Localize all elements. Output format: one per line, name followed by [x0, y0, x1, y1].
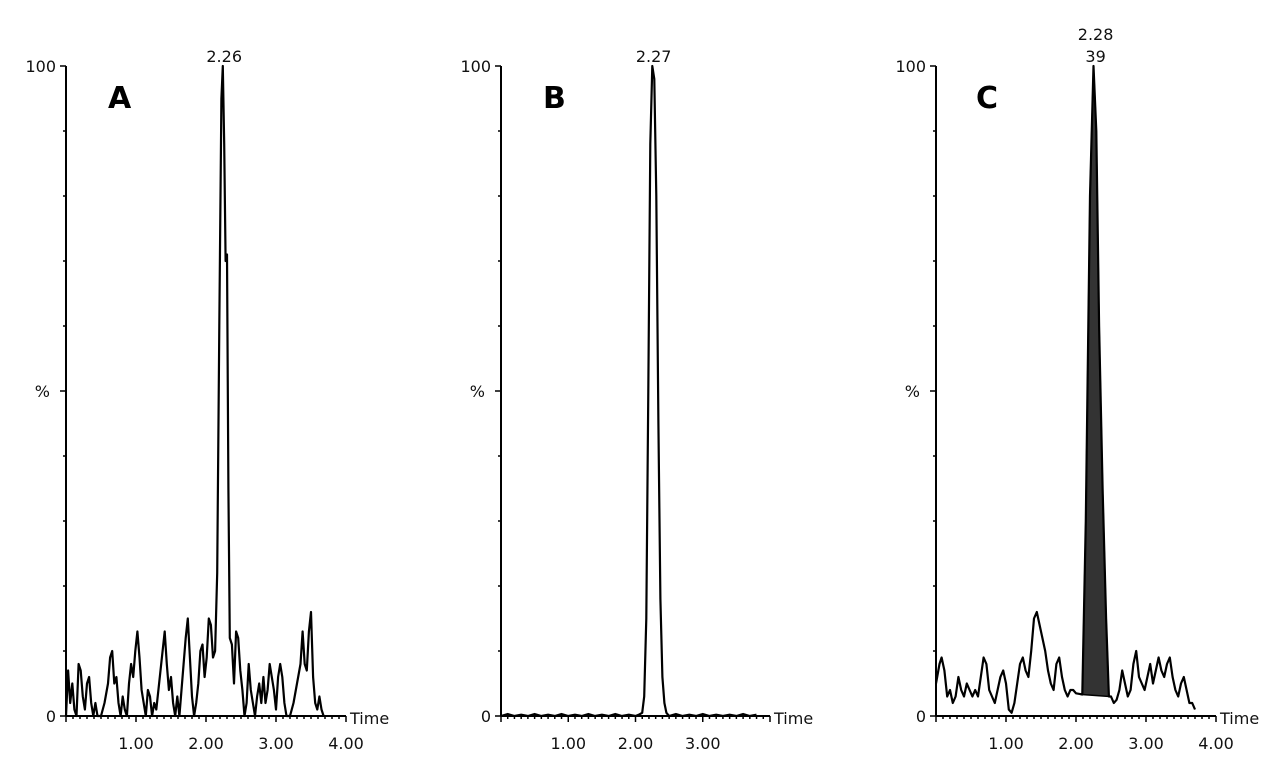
x-tick-label: 1.00	[988, 734, 1024, 753]
y-tick-label: 100	[460, 57, 491, 76]
x-axis-label: Time	[1219, 709, 1259, 728]
x-tick-label: 4.00	[328, 734, 364, 753]
x-tick-label: 2.00	[188, 734, 224, 753]
y-tick-label: 100	[25, 57, 56, 76]
chromatogram-panel-c: 0 100% 1.00 2.00 3.00 4.00 Time C 2.28 39	[895, 25, 1259, 753]
x-axis-label: Time	[773, 709, 813, 728]
x-tick-label: 3.00	[685, 734, 721, 753]
x-tick-label: 3.00	[258, 734, 294, 753]
peak-label: 2.27	[636, 47, 672, 66]
panel-letter: B	[543, 81, 566, 116]
chromatogram-panel-b: 0 100% 1.00 2.00 3.00 Time B 2.27	[460, 47, 813, 753]
x-tick-label: 3.00	[1128, 734, 1164, 753]
x-tick-label: 2.00	[1058, 734, 1094, 753]
x-tick-label: 1.00	[550, 734, 586, 753]
y-axis-label: %	[905, 382, 920, 401]
panel-letter: C	[976, 81, 998, 116]
x-tick-label: 1.00	[118, 734, 154, 753]
y-tick-label: 100	[895, 57, 926, 76]
panel-letter: A	[108, 81, 132, 116]
chromatogram-panel-a: 0 100% 1.00 2.00 3.00 4.00 Time A 2.26	[25, 47, 389, 753]
y-tick-label: 0	[481, 707, 491, 726]
x-tick-label: 2.00	[618, 734, 654, 753]
peak-label: 39	[1085, 47, 1105, 66]
y-axis-label: %	[35, 382, 50, 401]
peak-label: 2.26	[206, 47, 242, 66]
y-tick-label: 0	[46, 707, 56, 726]
y-tick-label: 0	[916, 707, 926, 726]
chromatogram-trace	[500, 64, 757, 718]
y-axis-label: %	[470, 382, 485, 401]
chromatogram-trace	[64, 64, 325, 718]
peak-label: 2.28	[1078, 25, 1114, 44]
x-tick-label: 4.00	[1198, 734, 1234, 753]
x-axis-label: Time	[349, 709, 389, 728]
chromatogram-trace	[934, 64, 1197, 714]
